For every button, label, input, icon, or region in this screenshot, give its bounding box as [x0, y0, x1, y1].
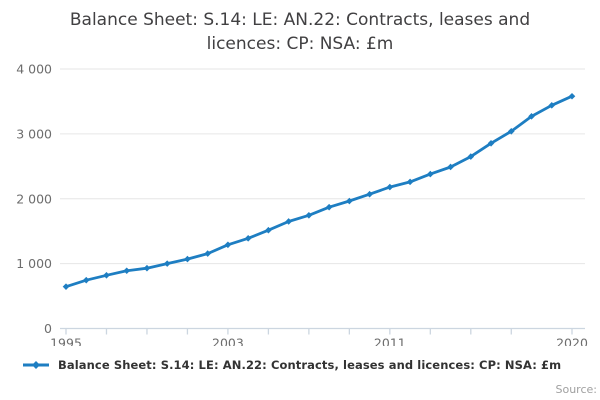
data-point-marker[interactable] [123, 267, 131, 275]
y-axis-tick-label: 3 000 [16, 127, 52, 142]
data-point-marker[interactable] [507, 128, 515, 135]
legend-line-marker-icon [22, 360, 50, 370]
data-point-marker[interactable] [568, 93, 576, 100]
data-point-marker[interactable] [386, 184, 394, 191]
chart-legend[interactable]: Balance Sheet: S.14: LE: AN.22: Contract… [0, 358, 600, 372]
data-point-marker[interactable] [244, 235, 252, 242]
data-point-marker[interactable] [163, 260, 171, 268]
data-point-marker[interactable] [265, 227, 272, 234]
data-point-marker[interactable] [103, 272, 110, 279]
data-point-marker[interactable] [82, 277, 90, 284]
x-axis-tick-label: 2003 [212, 336, 244, 347]
data-point-marker[interactable] [224, 241, 232, 249]
data-point-marker[interactable] [285, 218, 292, 226]
data-point-marker[interactable] [305, 212, 313, 219]
data-point-marker[interactable] [346, 197, 353, 205]
source-attribution: Source: [555, 383, 598, 396]
x-axis-tick-label: 2011 [374, 336, 406, 347]
data-point-marker[interactable] [548, 102, 556, 109]
data-point-marker[interactable] [143, 265, 151, 272]
y-axis-tick-label: 2 000 [16, 192, 52, 207]
y-axis-tick-label: 1 000 [16, 256, 52, 271]
y-axis-tick-label: 4 000 [16, 62, 52, 77]
data-point-marker[interactable] [204, 250, 211, 258]
x-axis-tick-label: 2020 [556, 336, 588, 347]
data-point-marker[interactable] [62, 283, 70, 291]
y-axis-tick-label: 0 [44, 321, 52, 336]
data-line [64, 95, 574, 289]
chart-title: Balance Sheet: S.14: LE: AN.22: Contract… [69, 10, 531, 55]
legend-label: Balance Sheet: S.14: LE: AN.22: Contract… [58, 358, 562, 373]
x-axis-tick-label: 1995 [50, 336, 82, 347]
line-chart-canvas: 0 1 000 2 000 3 000 4 000 1995 2003 2011 2020 [16, 62, 588, 347]
data-point-marker[interactable] [184, 256, 191, 263]
data-point-marker[interactable] [528, 113, 535, 120]
data-point-marker[interactable] [366, 191, 373, 198]
data-point-marker[interactable] [447, 163, 454, 171]
data-point-marker[interactable] [427, 171, 434, 178]
data-point-marker[interactable] [325, 204, 333, 211]
